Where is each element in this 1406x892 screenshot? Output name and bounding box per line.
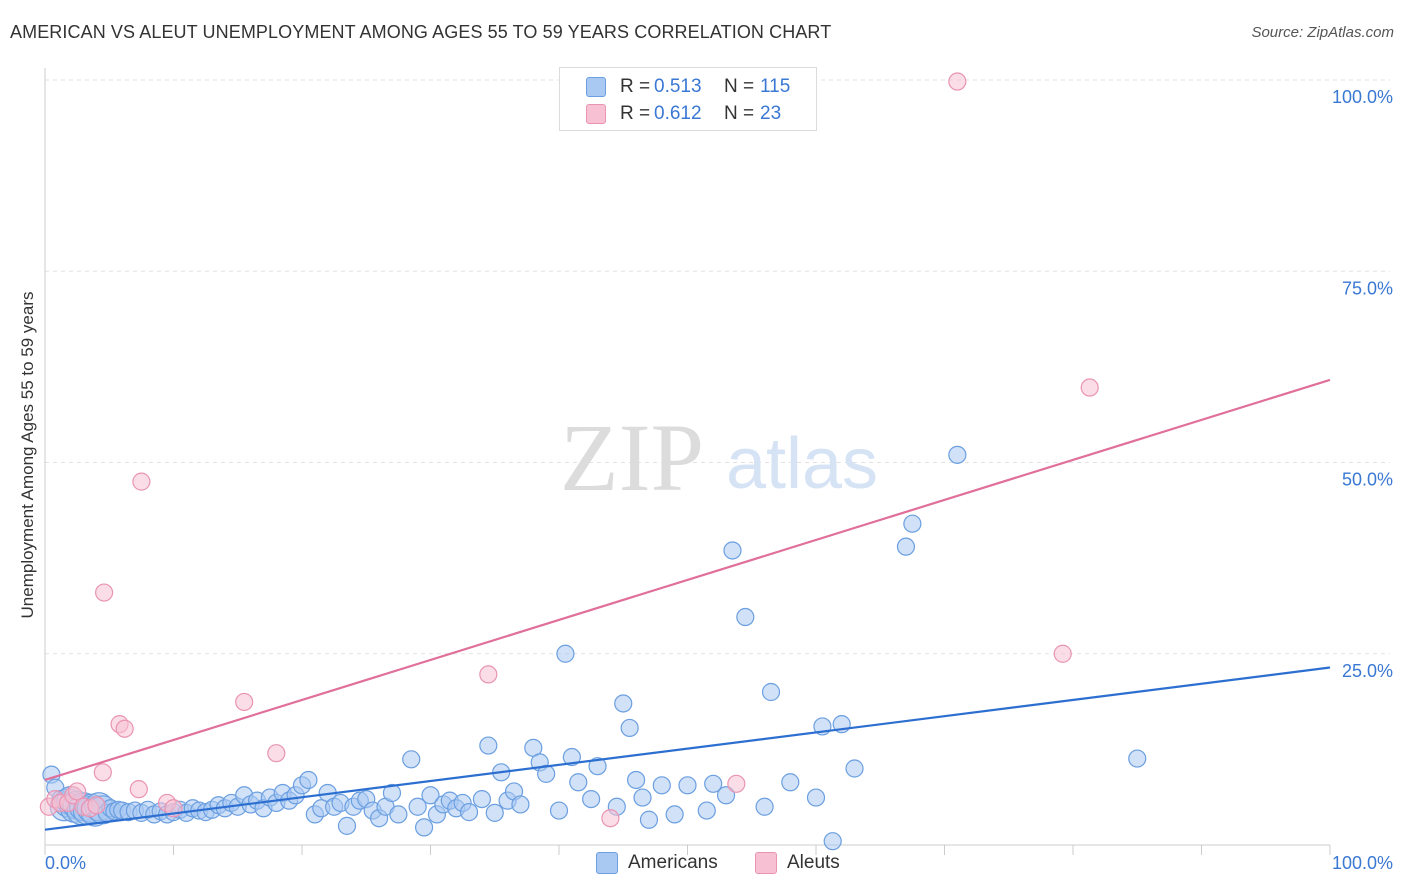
data-point-aleuts [727, 774, 746, 793]
data-point-americans [806, 788, 826, 807]
data-point-americans [511, 795, 530, 814]
americans-r-value: 0.513 [654, 76, 702, 97]
x-tick-label: 0.0% [45, 853, 86, 873]
y-tick-label: 50.0% [1342, 470, 1393, 490]
watermark-zip: ZIP [560, 404, 704, 511]
legend-stats: R = 0.513 N = 115 R = 0.612 N = 23 [559, 67, 817, 131]
data-point-americans [479, 736, 498, 755]
data-point-americans [723, 541, 742, 560]
americans-n-value: 115 [760, 76, 791, 97]
legend-item-americans: Americans [596, 852, 718, 874]
data-point-americans [823, 832, 842, 851]
data-point-aleuts [95, 583, 114, 602]
americans-r-label: R = [620, 76, 651, 97]
aleuts-swatch [586, 104, 606, 124]
data-point-americans [639, 810, 659, 829]
trend-line-americans [44, 666, 1331, 831]
aleuts-r-value: 0.612 [654, 103, 702, 124]
data-point-aleuts [115, 719, 134, 738]
aleuts-r-label: R = [620, 103, 651, 124]
data-point-americans [704, 774, 723, 793]
data-point-americans [903, 514, 922, 533]
americans-n-label: N = [724, 76, 755, 97]
data-point-americans [716, 786, 736, 805]
data-point-americans [421, 786, 440, 805]
data-point-americans [402, 750, 421, 769]
data-point-americans [389, 805, 408, 824]
data-point-americans [678, 776, 697, 795]
x-tick-label: 100.0% [1332, 853, 1393, 873]
data-point-americans [485, 803, 504, 822]
y-tick-label: 25.0% [1342, 661, 1393, 681]
data-point-aleuts [1080, 378, 1099, 397]
data-point-americans [408, 797, 427, 816]
legend-item-aleuts: Aleuts [755, 852, 840, 874]
legend-row-americans: R = 0.513 N = 115 [586, 75, 790, 99]
chart-title: AMERICAN VS ALEUT UNEMPLOYMENT AMONG AGE… [10, 22, 832, 42]
data-point-americans [614, 694, 633, 713]
axes [44, 68, 1331, 855]
watermark: ZIP atlas [560, 404, 878, 511]
data-point-americans [569, 773, 588, 792]
data-point-aleuts [235, 692, 254, 712]
aleuts-n-value: 23 [760, 103, 782, 124]
data-point-aleuts [479, 665, 498, 684]
data-point-americans [459, 803, 479, 822]
data-point-americans [626, 770, 646, 790]
data-point-americans [337, 816, 357, 835]
y-tick-label: 75.0% [1342, 278, 1393, 298]
data-point-americans [697, 801, 716, 820]
data-point-aleuts [129, 780, 148, 799]
data-point-americans [556, 644, 575, 663]
americans-legend-swatch [596, 852, 618, 874]
data-point-americans [845, 759, 864, 778]
data-point-americans [299, 770, 318, 790]
americans-swatch [586, 77, 606, 97]
data-point-aleuts [68, 782, 87, 801]
data-point-aleuts [267, 744, 286, 763]
legend-row-aleuts: R = 0.612 N = 23 [586, 102, 781, 126]
trend-line-aleuts [44, 378, 1331, 782]
data-point-aleuts [93, 763, 112, 782]
data-point-americans [948, 445, 967, 464]
data-point-americans [562, 747, 581, 767]
data-point-americans [736, 607, 755, 627]
y-tick-label: 100.0% [1332, 87, 1393, 107]
source-label: Source: ZipAtlas.com [1251, 24, 1394, 41]
data-point-americans [781, 773, 800, 792]
grid-lines [45, 79, 1390, 655]
data-point-aleuts [87, 796, 106, 815]
data-point-americans [472, 789, 491, 809]
aleuts-legend-swatch [755, 852, 777, 874]
data-point-americans [582, 789, 601, 809]
trend-lines [44, 378, 1331, 831]
data-point-americans [896, 537, 916, 556]
aleuts-legend-label: Aleuts [787, 852, 840, 873]
data-point-americans [549, 801, 569, 820]
aleuts-points [39, 72, 1099, 828]
data-point-americans [1128, 749, 1147, 768]
data-point-americans [755, 797, 774, 816]
data-point-americans [620, 718, 639, 738]
data-point-americans [588, 757, 607, 776]
americans-legend-label: Americans [628, 852, 718, 873]
y-axis-label: Unemployment Among Ages 55 to 59 years [18, 291, 37, 619]
data-point-aleuts [948, 72, 967, 91]
data-point-americans [761, 682, 781, 702]
data-point-aleuts [601, 809, 620, 828]
data-point-americans [633, 788, 652, 807]
aleuts-n-label: N = [724, 103, 755, 124]
data-point-aleuts [1053, 644, 1072, 663]
watermark-atlas: atlas [726, 424, 878, 504]
data-point-americans [665, 805, 684, 824]
data-point-aleuts [132, 472, 151, 491]
data-point-americans [414, 818, 434, 837]
data-point-americans [382, 783, 402, 803]
tick-labels: 25.0% 50.0% 75.0% 100.0% 0.0% 100.0% [45, 87, 1393, 873]
data-point-americans [652, 776, 671, 795]
